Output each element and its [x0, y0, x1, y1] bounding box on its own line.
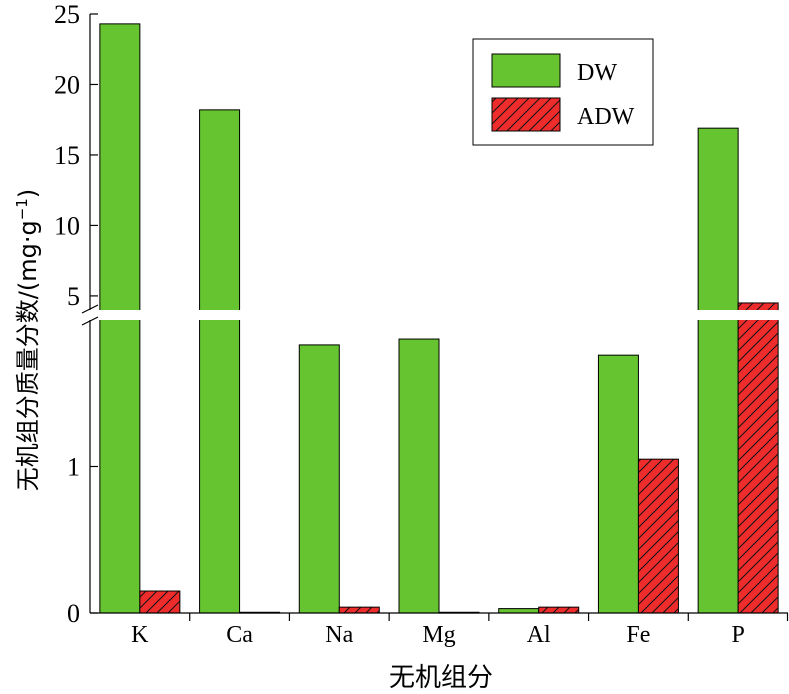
y-tick-label-20: 20	[54, 70, 80, 99]
bars-group	[91, 23, 789, 614]
axes-group	[81, 13, 789, 621]
x-tick-label-ca: Ca	[226, 622, 253, 648]
y-tick-label-1: 1	[67, 453, 80, 482]
y-tick-label-25: 25	[54, 0, 80, 29]
x-tick-label-al: Al	[527, 622, 551, 648]
x-tick-label-mg: Mg	[422, 622, 455, 648]
axis-break-mark-upper	[81, 304, 99, 314]
axis-break-band	[91, 310, 789, 320]
legend-swatch-dw	[491, 53, 561, 88]
y-tick-label-5: 5	[67, 282, 80, 311]
x-tick-label-na: Na	[325, 622, 353, 648]
bar-adw-na	[338, 606, 380, 614]
x-tick-label-fe: Fe	[626, 622, 650, 648]
x-axis-title: 无机组分	[389, 663, 493, 693]
bar-dw-mg	[398, 338, 440, 614]
y-tick-label-0: 0	[67, 599, 80, 628]
x-tick-label-k: K	[131, 622, 149, 648]
bar-dw-al	[498, 608, 540, 614]
bar-dw-na	[298, 344, 340, 614]
y-axis-title: 无机组分质量分数/(mg·g−1)	[13, 189, 42, 491]
y-axis-title-sup: −1	[13, 198, 31, 220]
bar-adw-p	[737, 302, 779, 614]
x-tick-label-p: P	[731, 622, 744, 648]
y-tick-label-15: 15	[54, 141, 80, 170]
tick-labels-group: 5 10 15 20 25 0 1 K Ca Na Mg Al Fe P	[54, 0, 745, 648]
legend-label-dw: DW	[577, 60, 617, 86]
legend-swatch-adw	[491, 97, 561, 132]
axis-break-mark-lower	[81, 316, 99, 326]
bar-dw-p	[697, 127, 739, 614]
bar-adw-k	[139, 590, 181, 614]
y-tick-label-10: 10	[54, 211, 80, 240]
bar-adw-al	[538, 606, 580, 614]
bar-dw-ca	[199, 109, 241, 614]
y-axis-title-close: )	[14, 189, 42, 198]
legend-label-adw: ADW	[577, 104, 635, 130]
bar-dw-fe	[597, 354, 639, 614]
bar-adw-fe	[637, 458, 679, 614]
y-axis-title-main: 无机组分质量分数/(mg·g	[14, 220, 42, 491]
legend: DW ADW	[472, 38, 654, 146]
